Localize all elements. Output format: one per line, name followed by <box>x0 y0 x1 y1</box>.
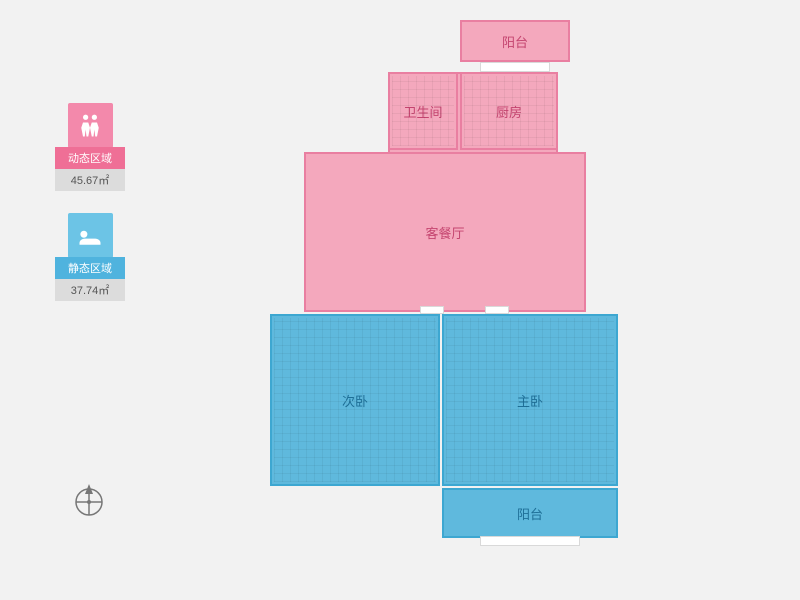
legend-static: 静态区域 37.74㎡ <box>55 213 125 301</box>
room-balcony-bottom: 阳台 <box>442 488 618 538</box>
room-label: 阳台 <box>502 32 528 51</box>
legend: 动态区域 45.67㎡ 静态区域 37.74㎡ <box>55 103 125 323</box>
opening <box>420 306 444 314</box>
room-label: 主卧 <box>517 391 543 410</box>
legend-dynamic-label: 动态区域 <box>55 147 125 169</box>
legend-dynamic: 动态区域 45.67㎡ <box>55 103 125 191</box>
room-bathroom: 卫生间 <box>388 72 458 150</box>
legend-static-value: 37.74㎡ <box>55 279 125 301</box>
room-label: 客餐厅 <box>425 223 464 242</box>
opening <box>480 62 550 72</box>
people-icon <box>68 103 113 148</box>
room-label: 卫生间 <box>403 102 442 121</box>
room-second-bedroom: 次卧 <box>270 314 440 486</box>
legend-static-label: 静态区域 <box>55 257 125 279</box>
compass-icon <box>70 480 108 523</box>
opening <box>480 536 580 546</box>
room-label: 阳台 <box>517 504 543 523</box>
room-kitchen: 厨房 <box>460 72 558 150</box>
floorplan: 客餐厅 阳台 厨房 卫生间 次卧 主卧 阳台 <box>270 20 670 580</box>
opening <box>485 306 509 314</box>
legend-dynamic-value: 45.67㎡ <box>55 169 125 191</box>
sleep-icon <box>68 213 113 258</box>
room-label: 次卧 <box>342 391 368 410</box>
room-master-bedroom: 主卧 <box>442 314 618 486</box>
room-balcony-top: 阳台 <box>460 20 570 62</box>
room-living-dining: 客餐厅 <box>304 152 586 312</box>
room-label: 厨房 <box>496 102 522 121</box>
